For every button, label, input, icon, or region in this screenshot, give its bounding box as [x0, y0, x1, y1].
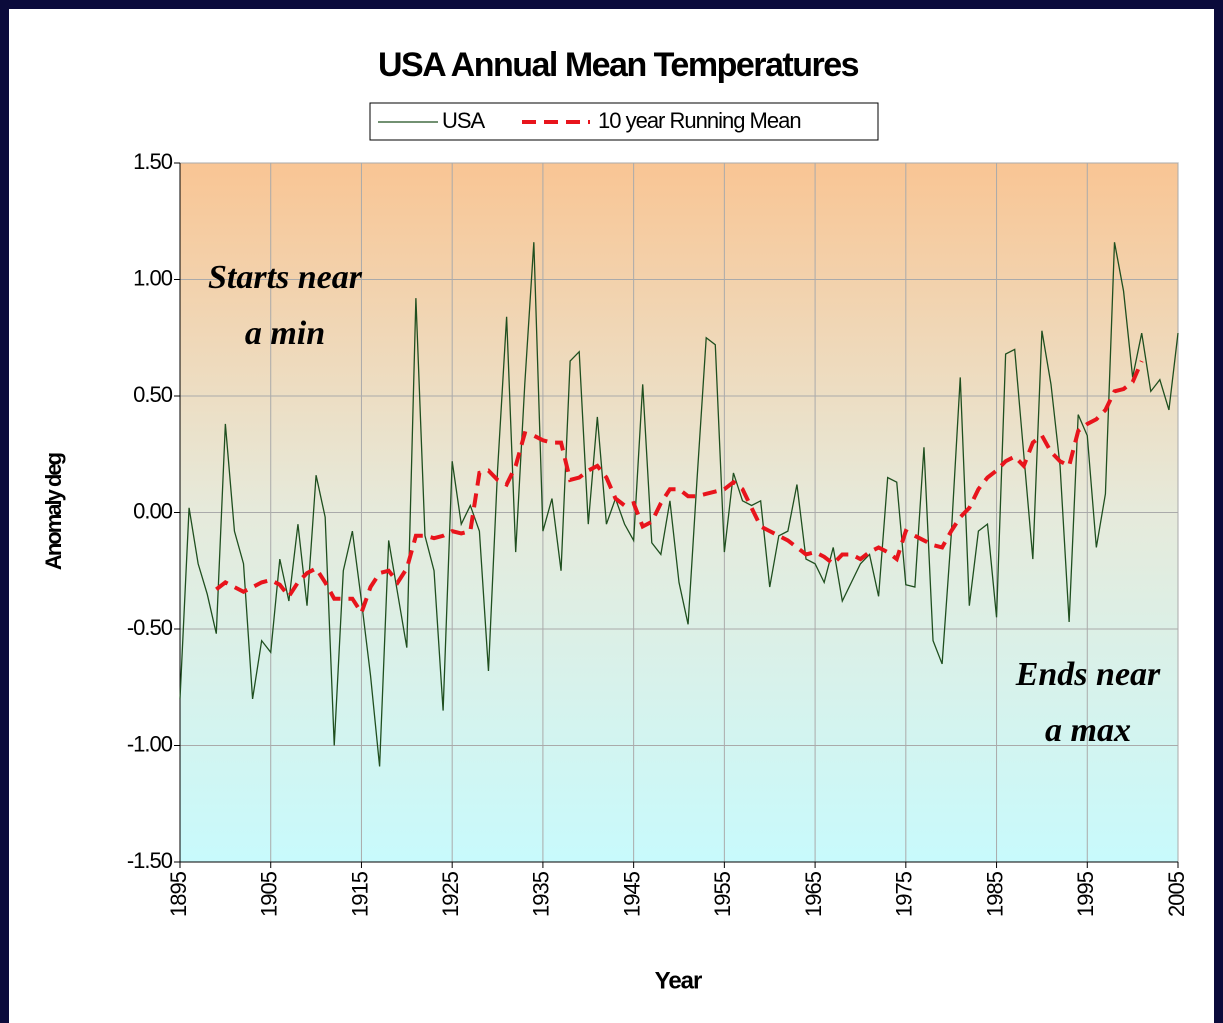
x-tick-label: 2005	[1164, 871, 1189, 917]
chart-title: USA Annual Mean Temperatures	[378, 46, 859, 84]
y-tick-label: 1.00	[133, 265, 173, 290]
y-axis-label: Anomaly deg	[41, 453, 66, 570]
x-tick-label: 1935	[529, 871, 554, 917]
x-tick-label: 1915	[347, 871, 372, 917]
x-tick-label: 1895	[166, 871, 191, 917]
x-tick-label: 1965	[801, 871, 826, 917]
annotation: a max	[1045, 712, 1131, 749]
y-tick-label: 1.50	[133, 149, 173, 174]
x-axis-label: Year	[655, 967, 702, 994]
annotation: Starts near	[208, 259, 363, 296]
legend-label: 10 year Running Mean	[598, 108, 801, 133]
x-tick-label: 1985	[982, 871, 1007, 917]
legend-box	[369, 102, 879, 141]
y-tick-label: -1.00	[127, 731, 173, 756]
annotation: Ends near	[1015, 656, 1161, 693]
y-tick-label: -0.50	[127, 615, 173, 640]
annotation: a min	[245, 315, 325, 352]
y-tick-label: 0.50	[133, 382, 173, 407]
y-tick-label: -1.50	[127, 848, 173, 873]
x-tick-label: 1925	[438, 871, 463, 917]
series-line	[179, 242, 1179, 767]
x-tick-label: 1995	[1073, 871, 1098, 917]
x-tick-label: 1955	[710, 871, 735, 917]
x-tick-label: 1945	[619, 871, 644, 917]
legend-label: USA	[442, 108, 486, 133]
y-tick-label: 0.00	[133, 498, 173, 523]
x-tick-label: 1905	[257, 871, 282, 917]
series-line	[215, 360, 1144, 618]
x-tick-label: 1975	[892, 871, 917, 917]
